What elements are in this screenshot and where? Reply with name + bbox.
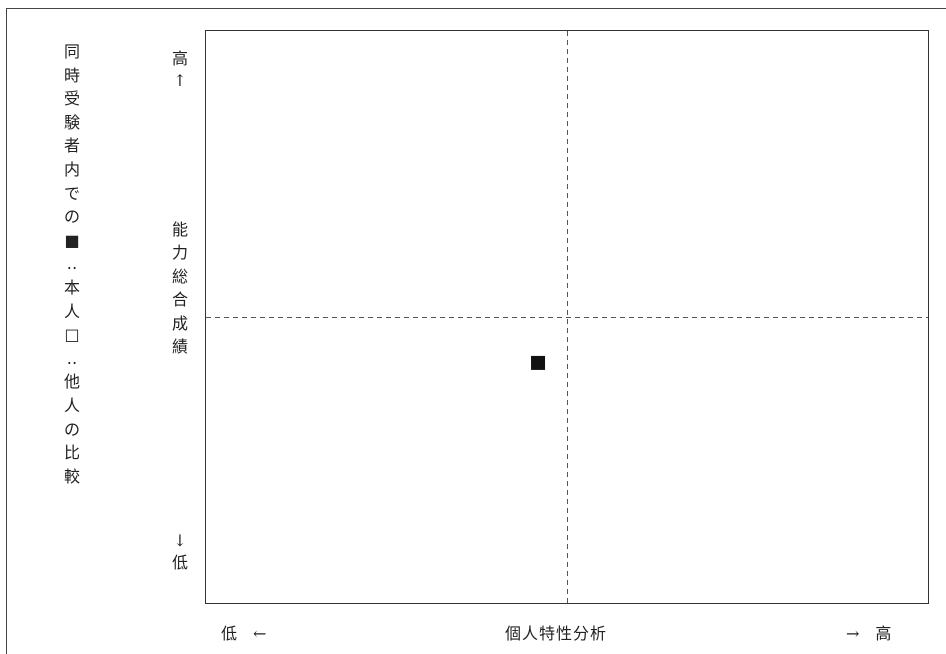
side-caption-char: の	[63, 419, 80, 439]
side-caption-char: で	[63, 183, 80, 203]
side-caption-char: 験	[63, 112, 80, 132]
side-caption-char: 同	[63, 42, 80, 61]
side-caption-char: 時	[63, 65, 80, 85]
outer-frame	[6, 8, 946, 654]
y-axis-label-char: 合	[171, 290, 188, 310]
plot-border	[205, 30, 929, 604]
side-caption-char: ‥	[66, 254, 78, 274]
x-axis-label: 個人特性分析	[505, 624, 608, 643]
y-axis-label-char: 能	[171, 220, 188, 239]
y-axis-label-char: 総	[171, 266, 188, 286]
side-caption-char: □	[64, 325, 80, 345]
y-axis-low-marker: ↓ 低	[166, 530, 194, 574]
y-axis-label: 能力総合成績	[166, 218, 194, 358]
data-points	[531, 355, 546, 370]
y-axis-high-marker: 高 ↑	[166, 48, 194, 92]
side-caption-char: ■	[64, 230, 80, 250]
side-caption-char: ‥	[66, 348, 78, 368]
y-low-marker-char: ↓	[173, 531, 187, 550]
side-caption-char: 者	[63, 136, 80, 156]
x-axis-low-marker: 低 ←	[221, 624, 267, 643]
y-high-marker-char: ↑	[173, 71, 187, 90]
y-axis-label-char: 成	[171, 313, 188, 333]
y-high-marker-char: 高	[171, 49, 188, 68]
side-caption-char: の	[63, 207, 80, 227]
plot-area	[205, 30, 929, 604]
side-caption-char: 人	[63, 301, 80, 321]
side-caption-char: 受	[63, 89, 80, 109]
side-caption-char: 本	[63, 277, 80, 297]
side-caption-char: 他	[63, 372, 80, 392]
y-axis-label-char: 力	[171, 243, 188, 263]
y-axis-label-char: 績	[171, 337, 188, 357]
x-axis-high-marker: → 高	[846, 624, 892, 643]
side-caption-char: 較	[63, 466, 80, 486]
side-caption-char: 人	[63, 395, 80, 415]
y-low-marker-char: 低	[171, 553, 188, 572]
side-caption-char: 内	[63, 159, 80, 179]
side-caption: 同時受験者内での ■ ‥ 本人 □ ‥ 他人の比較	[58, 40, 86, 488]
data-point-marker	[531, 355, 546, 370]
side-caption-char: 比	[63, 443, 80, 463]
